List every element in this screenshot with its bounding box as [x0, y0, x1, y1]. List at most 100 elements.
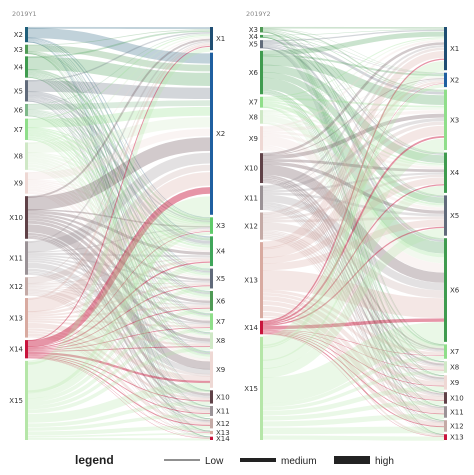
2019y2-right-node-x4: [444, 152, 447, 193]
legend-label-high: high: [375, 456, 394, 467]
2019y1-link-x8-x10: [27, 167, 211, 393]
2019y1-link-x2-x8: [27, 40, 211, 333]
2019y2-link-x6-x5: [262, 71, 445, 204]
2019y2-left-node-x6: [260, 50, 263, 95]
2019y1-right-label-x11: X11: [216, 407, 230, 415]
2019y2-link-x9-x1: [262, 39, 445, 128]
2019y2-link-x4-x11: [262, 37, 445, 407]
2019y1-link-x9-x6: [27, 182, 211, 301]
2019y2-link-x15-x7: [262, 355, 445, 407]
2019y1-link-x14-x9: [27, 351, 211, 384]
2019y2-link-x12-x11: [262, 236, 445, 410]
2019y1-link-x2-x7: [27, 40, 211, 314]
2019y1-right-label-x4: X4: [216, 248, 226, 256]
2019y2-right-node-x11: [444, 406, 447, 418]
2019y1-right-node-x14: [210, 436, 213, 440]
2019y1-link-x13-x3: [27, 229, 211, 313]
2019y2-link-x11-x5: [262, 192, 445, 217]
2019y2-link-x5-x6: [262, 45, 445, 242]
2019y1-left-node-x9: [25, 172, 28, 194]
2019y1-link-x2-x3: [27, 37, 211, 219]
2019y2-link-x8-x1: [262, 38, 445, 112]
2019y2-link-x11-x7: [262, 202, 445, 352]
2019y2-link-x15-x11: [262, 413, 445, 427]
2019y2-link-x14-x5: [262, 226, 445, 326]
2019y1-link-x4-x5: [27, 72, 211, 271]
2019y2-link-x8-x6: [262, 115, 445, 264]
2019y2-link-x4-x8: [262, 37, 445, 362]
2019y1-link-x7-x11: [27, 139, 211, 408]
2019y2-link-x9-x12: [262, 150, 445, 422]
2019y1-link-x10-x8: [27, 220, 211, 342]
2019y2-link-x14-x4: [262, 184, 445, 325]
2019y1-link-x12-x3: [27, 228, 211, 284]
2019y2-link-x8-x7: [262, 121, 445, 347]
2019y2-link-x11-x12: [262, 208, 445, 423]
2019y1-link-x3-x13: [27, 53, 211, 432]
2019y2-link-x15-x9: [262, 386, 445, 416]
2019y2-right-node-x5: [444, 195, 447, 236]
2019y2-link-x6-x13: [262, 93, 445, 435]
2019y1-link-x11-x4: [27, 252, 211, 258]
2019y1-link-x12-x6: [27, 285, 211, 306]
2019y2-right-node-x6: [444, 238, 447, 342]
2019y1-link-x6-x6: [27, 112, 211, 295]
2019y1-link-x10-x9: [27, 224, 211, 370]
2019y1-link-x12-x2: [27, 164, 211, 284]
2019y1-link-x6-x4: [27, 109, 211, 246]
2019y1-link-x4-x11: [27, 76, 211, 407]
2019y2-link-x13-x8: [262, 292, 445, 371]
2019y2-right-label-x6: X6: [450, 287, 460, 295]
2019y1-link-x12-x5: [27, 282, 211, 286]
2019y1-left-node-x15: [25, 360, 28, 440]
2019y2-link-x9-x11: [262, 149, 445, 408]
2019y2-link-x9-x7: [262, 145, 445, 349]
2019y1-link-x10-x1: [27, 38, 211, 198]
2019y1-right-label-x5: X5: [216, 275, 225, 283]
2019y1-link-x7-x4: [27, 127, 211, 248]
2019y2-link-x4-x1: [262, 29, 445, 36]
2019y2-link-x9-x4: [262, 130, 445, 170]
2019y1-right-node-x7: [210, 313, 213, 330]
2019y1-link-x4-x13: [27, 77, 211, 432]
2019y1-link-x11-x13: [27, 274, 211, 432]
2019y1-link-x14-x1: [27, 45, 211, 341]
2019y2-right-label-x3: X3: [450, 116, 459, 124]
2019y2-link-x5-x4: [262, 43, 445, 155]
2019y1-link-x11-x12: [27, 272, 211, 423]
2019y2-right-label-x7: X7: [450, 348, 459, 356]
2019y1-link-x12-x14: [27, 295, 211, 438]
2019y2-link-x6-x12: [262, 93, 445, 421]
2019y2-link-x12-x8: [262, 231, 445, 368]
2019y2-link-x4-x9: [262, 37, 445, 376]
2019y1-link-x5-x6: [27, 96, 211, 294]
2019y2-link-x11-x6: [262, 194, 445, 291]
2019y1-link-x11-x1: [27, 40, 211, 243]
2019y1-right-label-x7: X7: [216, 318, 225, 326]
2019y2-link-x10-x4: [262, 158, 445, 173]
2019y1-right-label-x8: X8: [216, 337, 225, 345]
2019y2-link-x10-x8: [262, 176, 445, 366]
2019y1-left-label-x9: X9: [14, 180, 23, 188]
2019y2-left-label-x8: X8: [249, 113, 258, 121]
2019y2-link-x7-x11: [262, 107, 445, 407]
2019y1-link-x8-x9: [27, 164, 211, 360]
2019y1-link-x6-x12: [27, 115, 211, 420]
2019y2-link-x15-x6: [262, 321, 445, 404]
2019y1-link-x7-x10: [27, 138, 211, 392]
2019y1-link-x8-x4: [27, 153, 211, 251]
2019y2-link-x11-x4: [262, 172, 445, 193]
2019y1-link-x14-x14: [27, 357, 211, 439]
2019y2-link-x14-x10: [262, 330, 445, 401]
panel-2019y1: 2019Y1 X2X3X4X5X6X7X8X9X10X11X12X13X14X1…: [9, 10, 230, 443]
2019y1-link-x9-x11: [27, 192, 211, 409]
2019y1-link-x13-x2: [27, 172, 211, 313]
2019y1-link-x3-x5: [27, 52, 211, 270]
2019y2-right-node-x2: [444, 72, 447, 88]
2019y1-link-x13-x1: [27, 43, 211, 300]
2019y2-link-x9-x9: [262, 147, 445, 378]
2019y1-link-x15-x4: [27, 263, 211, 399]
2019y2-link-x7-x13: [262, 107, 445, 435]
2019y2-left-node-x10: [260, 153, 263, 184]
2019y2-link-x13-x11: [262, 305, 445, 415]
